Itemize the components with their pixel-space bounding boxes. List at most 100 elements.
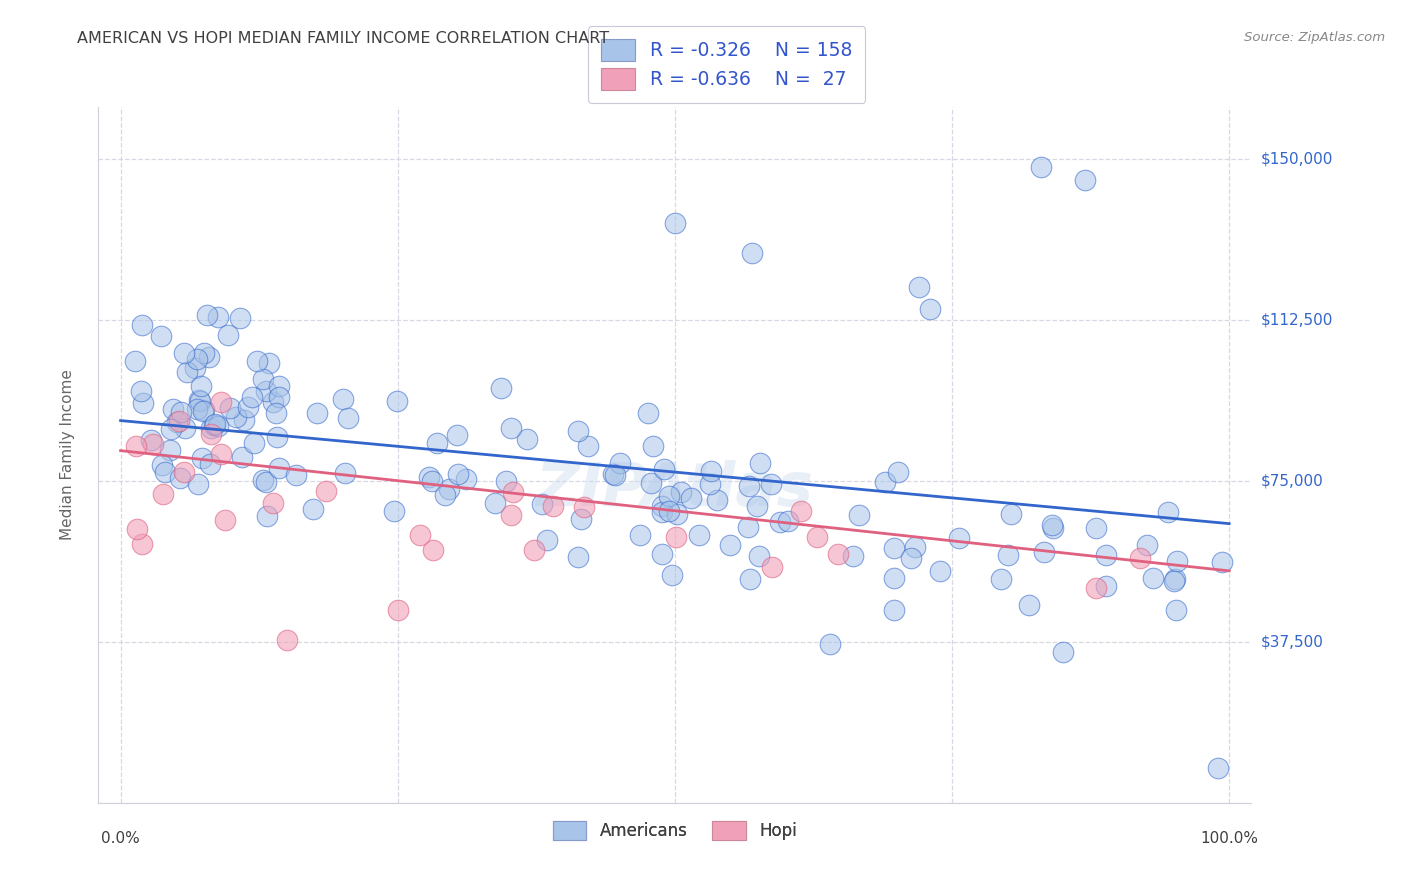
Point xyxy=(382,504,405,518)
Point xyxy=(207,418,229,433)
Point xyxy=(1033,545,1056,559)
Point xyxy=(536,533,558,547)
Point xyxy=(125,522,148,536)
Point xyxy=(664,216,686,230)
Point xyxy=(233,413,256,427)
Point xyxy=(818,637,841,651)
Point xyxy=(665,508,688,522)
Point xyxy=(1074,173,1097,187)
Point xyxy=(1142,571,1164,585)
Point xyxy=(543,499,565,513)
Point xyxy=(198,457,221,471)
Point xyxy=(1164,573,1187,587)
Point xyxy=(150,329,173,343)
Point xyxy=(997,549,1019,563)
Point xyxy=(841,549,863,563)
Point xyxy=(336,411,359,425)
Point xyxy=(422,543,444,558)
Point xyxy=(699,477,721,491)
Point xyxy=(202,417,225,432)
Point xyxy=(883,541,905,555)
Point xyxy=(1136,538,1159,552)
Point xyxy=(124,439,146,453)
Point xyxy=(188,392,211,407)
Point xyxy=(426,436,449,450)
Point xyxy=(193,346,215,360)
Point xyxy=(1211,555,1233,569)
Point xyxy=(333,466,356,480)
Point xyxy=(243,435,266,450)
Point xyxy=(749,457,772,471)
Point xyxy=(1166,554,1188,568)
Point xyxy=(200,426,222,441)
Point xyxy=(688,527,710,541)
Point xyxy=(745,499,768,513)
Point xyxy=(315,484,337,499)
Text: 0.0%: 0.0% xyxy=(101,830,141,846)
Point xyxy=(640,475,662,490)
Point xyxy=(418,469,440,483)
Point xyxy=(252,372,274,386)
Point xyxy=(218,401,240,416)
Point xyxy=(681,491,703,505)
Point xyxy=(266,406,288,420)
Point xyxy=(231,450,253,465)
Point xyxy=(166,415,188,429)
Point xyxy=(661,567,683,582)
Text: $112,500: $112,500 xyxy=(1261,312,1333,327)
Point xyxy=(523,543,546,558)
Point xyxy=(262,496,284,510)
Point xyxy=(515,432,537,446)
Point xyxy=(567,549,589,564)
Point xyxy=(948,532,970,546)
Point xyxy=(827,547,849,561)
Point xyxy=(152,458,174,472)
Point xyxy=(170,404,193,418)
Point xyxy=(285,468,308,483)
Point xyxy=(658,489,681,503)
Point xyxy=(187,476,209,491)
Point xyxy=(699,464,721,478)
Point xyxy=(1084,521,1107,535)
Point xyxy=(254,384,277,398)
Point xyxy=(530,497,553,511)
Text: 100.0%: 100.0% xyxy=(1201,830,1258,846)
Point xyxy=(501,421,523,435)
Point xyxy=(759,477,782,491)
Point xyxy=(269,379,291,393)
Point xyxy=(603,467,626,482)
Point xyxy=(669,484,692,499)
Point xyxy=(502,485,524,500)
Point xyxy=(489,381,512,395)
Point xyxy=(1156,505,1178,519)
Point xyxy=(262,394,284,409)
Point xyxy=(420,474,443,488)
Point xyxy=(990,572,1012,586)
Point xyxy=(718,538,741,552)
Point xyxy=(225,410,247,425)
Point xyxy=(246,354,269,368)
Point xyxy=(848,508,870,522)
Point xyxy=(576,439,599,453)
Point xyxy=(190,394,212,409)
Point xyxy=(254,475,277,490)
Point xyxy=(904,541,927,555)
Point xyxy=(266,429,288,443)
Point xyxy=(184,360,207,375)
Point xyxy=(806,529,828,543)
Point xyxy=(900,551,922,566)
Point xyxy=(883,571,905,585)
Point xyxy=(748,549,770,563)
Point xyxy=(1052,645,1074,659)
Point xyxy=(776,514,799,528)
Point xyxy=(706,493,728,508)
Point xyxy=(641,439,664,453)
Point xyxy=(269,460,291,475)
Point xyxy=(267,390,290,404)
Point xyxy=(761,559,783,574)
Point xyxy=(385,394,408,409)
Point xyxy=(741,246,763,260)
Point xyxy=(1085,581,1108,595)
Point xyxy=(214,513,236,527)
Point xyxy=(256,508,278,523)
